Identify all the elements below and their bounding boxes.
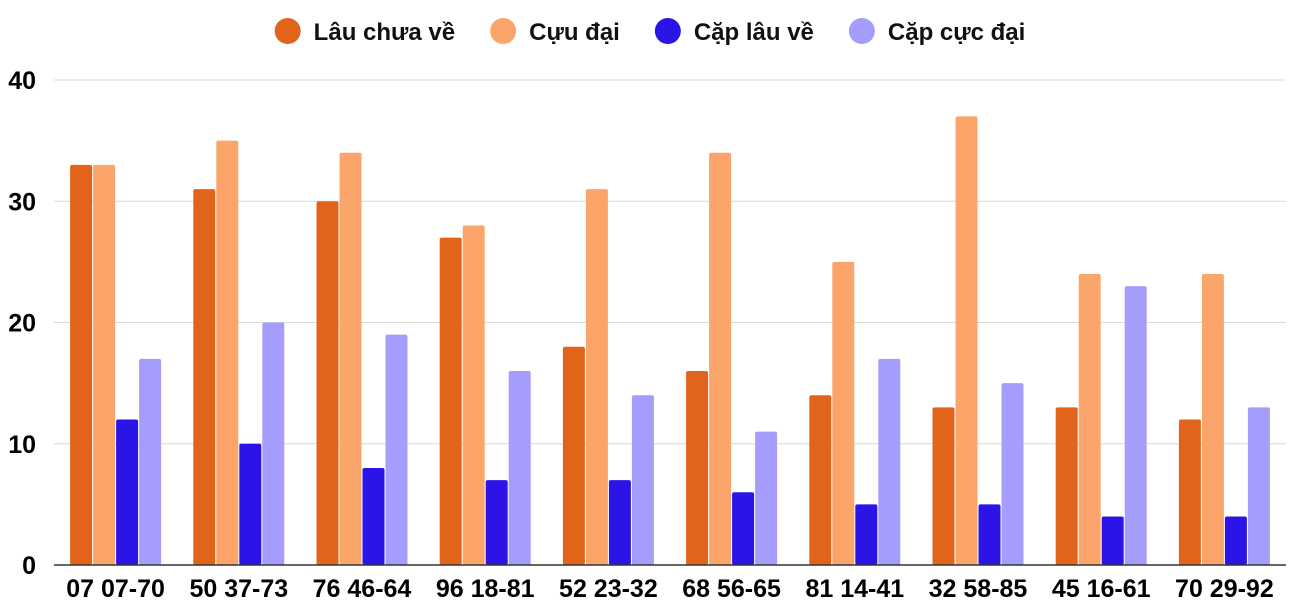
- x-tick-label: 81 14-41: [805, 575, 904, 600]
- bar-group: [193, 140, 285, 565]
- bar-3-2: [485, 480, 508, 565]
- bar-2-3: [385, 334, 408, 565]
- bar-8-3: [1124, 286, 1147, 565]
- bar-9-1: [1201, 274, 1224, 565]
- chart-legend: Lâu chưa về Cựu đại Cặp lâu về Cặp cực đại: [274, 18, 1025, 46]
- x-axis-ticks: 07 07-70 50 37-73 76 46-64 96 18-81 52 23-32…: [66, 575, 1274, 600]
- bar-1-1: [216, 140, 239, 565]
- bar-7-1: [955, 116, 978, 565]
- bar-group: [809, 261, 901, 565]
- bar-0-0: [70, 164, 93, 565]
- bar-group: [439, 225, 531, 565]
- y-tick-label: 20: [8, 310, 36, 338]
- bar-5-3: [755, 431, 778, 565]
- bar-2-2: [362, 468, 385, 565]
- bar-4-1: [585, 189, 608, 565]
- bar-6-2: [855, 504, 878, 565]
- bar-1-0: [193, 189, 216, 565]
- bar-5-2: [732, 492, 755, 565]
- bar-group: [932, 116, 1024, 565]
- chart-gridlines: [54, 79, 1286, 445]
- legend-swatch-3: [848, 18, 875, 44]
- y-tick-label: 30: [8, 188, 36, 216]
- y-axis-ticks: 0 10 20 30 40: [8, 67, 36, 580]
- legend-item: Cặp lâu về: [654, 18, 814, 46]
- bar-9-3: [1247, 407, 1270, 565]
- x-tick-label: 45 16-61: [1052, 575, 1151, 600]
- legend-label-2: Cặp lâu về: [694, 19, 814, 46]
- bar-group: [562, 189, 654, 565]
- legend-swatch-2: [654, 18, 681, 44]
- bar-group: [1178, 274, 1270, 565]
- chart-bars: [70, 116, 1270, 565]
- bar-7-2: [978, 504, 1001, 565]
- bar-0-3: [139, 358, 162, 565]
- legend-item: Lâu chưa về: [274, 18, 455, 46]
- bar-8-2: [1101, 516, 1124, 565]
- bar-5-1: [709, 152, 732, 565]
- bar-4-0: [562, 346, 585, 565]
- legend-label-0: Lâu chưa về: [314, 19, 455, 46]
- bar-9-2: [1224, 516, 1247, 565]
- bar-3-3: [508, 371, 531, 565]
- y-tick-label: 10: [8, 431, 36, 459]
- bar-6-0: [809, 395, 832, 565]
- bar-7-0: [932, 407, 955, 565]
- bar-4-3: [631, 395, 654, 565]
- bar-3-0: [439, 237, 462, 565]
- bar-3-1: [462, 225, 485, 565]
- bar-8-0: [1055, 407, 1078, 565]
- bar-6-1: [832, 261, 855, 565]
- bar-0-1: [93, 164, 116, 565]
- legend-swatch-1: [490, 18, 517, 44]
- legend-label-1: Cựu đại: [529, 19, 620, 46]
- x-tick-label: 76 46-64: [313, 575, 412, 600]
- x-tick-label: 07 07-70: [66, 575, 165, 600]
- y-tick-label: 40: [8, 67, 36, 95]
- x-tick-label: 52 23-32: [559, 575, 658, 600]
- bar-0-2: [116, 419, 139, 565]
- bar-9-0: [1178, 419, 1201, 565]
- legend-item: Cặp cực đại: [848, 18, 1025, 46]
- legend-item: Cựu đại: [490, 18, 620, 46]
- bar-2-0: [316, 201, 339, 565]
- bar-7-3: [1001, 383, 1024, 565]
- bar-2-1: [339, 152, 362, 565]
- bar-1-2: [239, 443, 262, 565]
- x-tick-label: 68 56-65: [682, 575, 781, 600]
- bar-1-3: [262, 322, 285, 565]
- legend-swatch-0: [274, 18, 301, 44]
- bar-5-0: [686, 371, 709, 565]
- bar-group: [70, 164, 162, 565]
- bar-group: [686, 152, 778, 565]
- x-tick-label: 96 18-81: [436, 575, 535, 600]
- x-tick-label: 50 37-73: [189, 575, 288, 600]
- bar-8-1: [1078, 274, 1101, 565]
- y-tick-label: 0: [22, 552, 36, 580]
- x-tick-label: 70 29-92: [1175, 575, 1274, 600]
- legend-label-3: Cặp cực đại: [888, 19, 1025, 46]
- bar-6-3: [878, 358, 901, 565]
- bar-group: [1055, 274, 1147, 565]
- bar-4-2: [608, 480, 631, 565]
- bar-group: [316, 152, 408, 565]
- x-tick-label: 32 58-85: [929, 575, 1028, 600]
